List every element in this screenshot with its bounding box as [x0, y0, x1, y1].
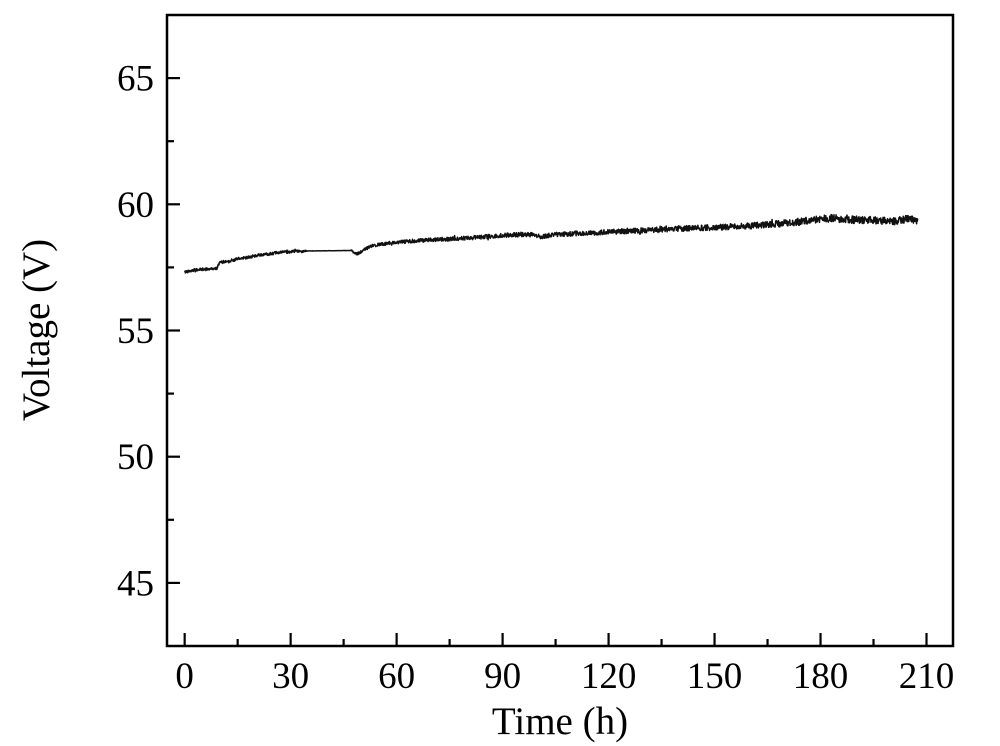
plot-area: 0 30 60 90 120 150 180 210 45 50 55 60 65: [117, 13, 955, 697]
x-tick-label: 180: [793, 656, 849, 697]
y-tick-label: 55: [117, 311, 154, 352]
y-tick-label: 65: [117, 59, 154, 100]
x-tick-label: 150: [687, 656, 743, 697]
plot-frame: [165, 13, 955, 648]
y-tick-label: 45: [117, 563, 154, 604]
x-tick-label: 60: [378, 656, 415, 697]
voltage-series-line: [183, 213, 919, 274]
x-tick-label: 90: [484, 656, 521, 697]
x-tick-label: 0: [175, 656, 194, 697]
x-axis-title: Time (h): [492, 700, 628, 743]
x-tick-label: 30: [272, 656, 309, 697]
y-tick-label: 60: [117, 185, 154, 226]
y-axis-title: Voltage (V): [15, 239, 58, 421]
x-tick-label: 210: [899, 656, 955, 697]
x-tick-label: 120: [581, 656, 637, 697]
y-tick-label: 50: [117, 437, 154, 478]
